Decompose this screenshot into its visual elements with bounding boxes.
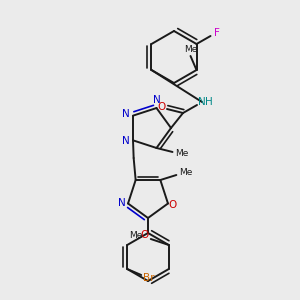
- Text: N: N: [153, 95, 160, 105]
- Text: N: N: [118, 199, 126, 208]
- Text: Me: Me: [184, 44, 197, 53]
- Text: N: N: [122, 136, 130, 146]
- Text: Me: Me: [129, 230, 142, 239]
- Text: O: O: [157, 102, 165, 112]
- Text: O: O: [169, 200, 177, 211]
- Text: H: H: [205, 97, 213, 107]
- Text: N: N: [198, 97, 206, 107]
- Text: Me: Me: [175, 149, 188, 158]
- Text: Me: Me: [179, 167, 192, 176]
- Text: O: O: [141, 230, 149, 240]
- Text: F: F: [214, 28, 220, 38]
- Text: Br: Br: [143, 273, 155, 283]
- Text: N: N: [122, 109, 130, 119]
